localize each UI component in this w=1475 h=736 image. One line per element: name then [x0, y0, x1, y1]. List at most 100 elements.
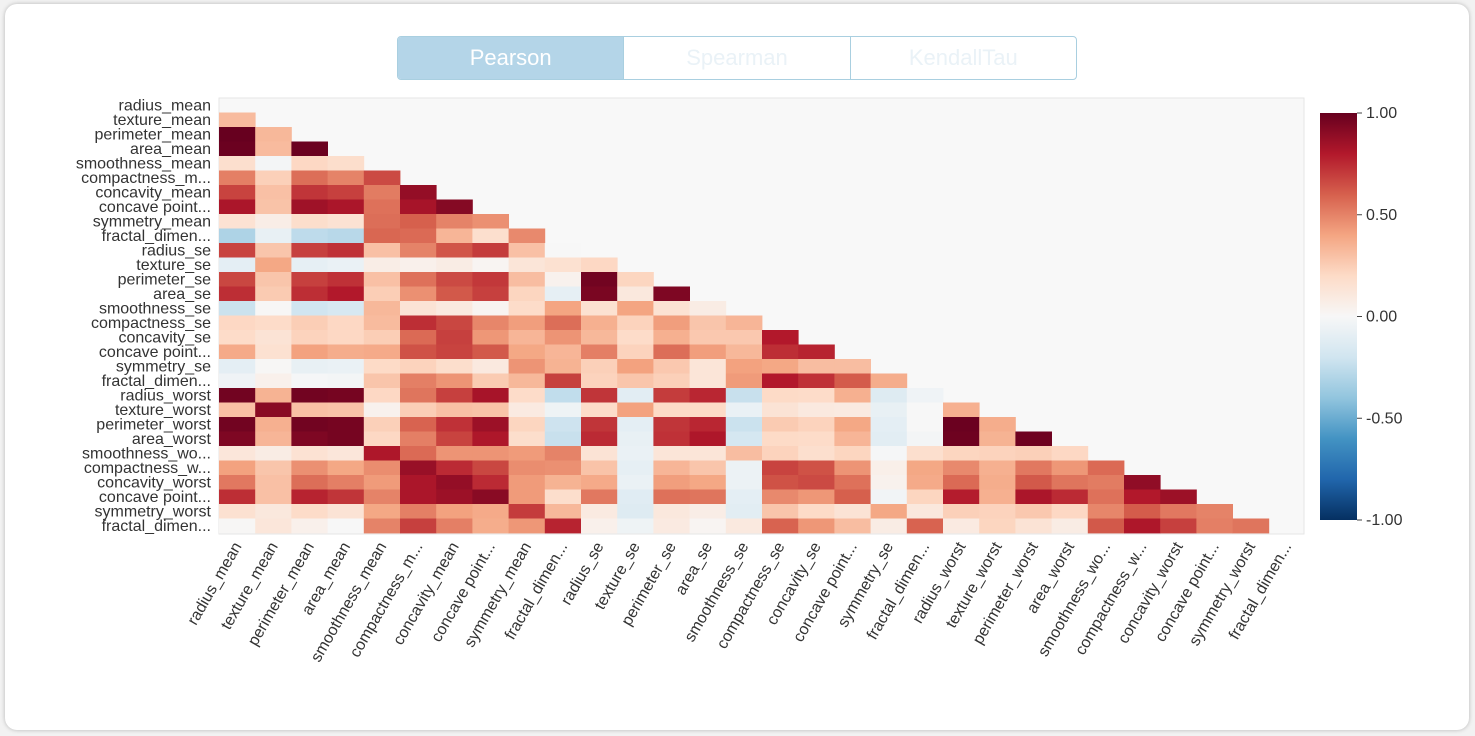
heatmap-cell[interactable]: [617, 359, 654, 374]
heatmap-cell[interactable]: [400, 301, 437, 316]
heatmap-cell[interactable]: [472, 417, 509, 432]
heatmap-cell[interactable]: [689, 402, 727, 418]
heatmap-cell[interactable]: [291, 460, 328, 476]
heatmap-cell[interactable]: [725, 475, 763, 490]
heatmap-cell[interactable]: [1051, 446, 1089, 461]
heatmap-cell[interactable]: [834, 489, 871, 505]
heatmap-cell[interactable]: [400, 199, 437, 215]
heatmap-cell[interactable]: [291, 170, 328, 186]
heatmap-cell[interactable]: [291, 257, 328, 273]
heatmap-cell[interactable]: [1160, 504, 1197, 519]
heatmap-cell[interactable]: [400, 344, 437, 360]
heatmap-cell[interactable]: [1051, 460, 1089, 476]
heatmap-cell[interactable]: [1124, 518, 1161, 534]
heatmap-cell[interactable]: [834, 460, 871, 476]
heatmap-cell[interactable]: [291, 431, 328, 447]
heatmap-cell[interactable]: [508, 330, 546, 345]
heatmap-cell[interactable]: [363, 301, 401, 316]
heatmap-cell[interactable]: [219, 417, 256, 432]
heatmap-cell[interactable]: [617, 373, 654, 389]
heatmap-cell[interactable]: [363, 170, 401, 186]
heatmap-cell[interactable]: [436, 199, 473, 215]
heatmap-cell[interactable]: [979, 417, 1016, 432]
heatmap-cell[interactable]: [798, 475, 835, 490]
heatmap-cell[interactable]: [327, 402, 365, 418]
heatmap-cell[interactable]: [327, 214, 365, 229]
heatmap-cell[interactable]: [255, 141, 292, 157]
heatmap-cell[interactable]: [400, 315, 437, 331]
heatmap-cell[interactable]: [291, 272, 328, 287]
heatmap-cell[interactable]: [798, 446, 835, 461]
heatmap-cell[interactable]: [581, 475, 618, 490]
heatmap-cell[interactable]: [400, 504, 437, 519]
heatmap-cell[interactable]: [363, 199, 401, 215]
heatmap-cell[interactable]: [798, 489, 835, 505]
heatmap-cell[interactable]: [653, 330, 690, 345]
heatmap-cell[interactable]: [219, 359, 256, 374]
heatmap-cell[interactable]: [291, 504, 328, 519]
heatmap-cell[interactable]: [436, 301, 473, 316]
heatmap-cell[interactable]: [508, 388, 546, 403]
heatmap-cell[interactable]: [291, 228, 328, 244]
heatmap-cell[interactable]: [725, 359, 763, 374]
heatmap-cell[interactable]: [255, 156, 292, 171]
heatmap-cell[interactable]: [255, 417, 292, 432]
heatmap-cell[interactable]: [798, 388, 835, 403]
heatmap-cell[interactable]: [798, 431, 835, 447]
heatmap-cell[interactable]: [291, 489, 328, 505]
heatmap-cell[interactable]: [508, 301, 546, 316]
heatmap-cell[interactable]: [689, 388, 727, 403]
heatmap-cell[interactable]: [400, 359, 437, 374]
heatmap-cell[interactable]: [363, 344, 401, 360]
heatmap-cell[interactable]: [436, 431, 473, 447]
heatmap-cell[interactable]: [653, 446, 690, 461]
heatmap-cell[interactable]: [834, 518, 871, 534]
heatmap-cell[interactable]: [762, 373, 799, 389]
heatmap-cell[interactable]: [400, 431, 437, 447]
heatmap-cell[interactable]: [581, 431, 618, 447]
heatmap-cell[interactable]: [508, 431, 546, 447]
heatmap-cell[interactable]: [219, 489, 256, 505]
heatmap-cell[interactable]: [581, 489, 618, 505]
heatmap-cell[interactable]: [327, 185, 365, 200]
heatmap-cell[interactable]: [906, 489, 944, 505]
heatmap-cell[interactable]: [544, 504, 582, 519]
heatmap-cell[interactable]: [653, 417, 690, 432]
heatmap-cell[interactable]: [544, 518, 582, 534]
heatmap-cell[interactable]: [291, 388, 328, 403]
heatmap-cell[interactable]: [327, 504, 365, 519]
tab-spearman[interactable]: Spearman: [623, 37, 849, 79]
heatmap-cell[interactable]: [943, 475, 980, 490]
heatmap-cell[interactable]: [255, 243, 292, 258]
heatmap-cell[interactable]: [472, 446, 509, 461]
heatmap-cell[interactable]: [689, 504, 727, 519]
heatmap-cell[interactable]: [255, 518, 292, 534]
heatmap-cell[interactable]: [219, 504, 256, 519]
heatmap-cell[interactable]: [617, 460, 654, 476]
heatmap-cell[interactable]: [400, 286, 437, 302]
heatmap-cell[interactable]: [219, 112, 256, 128]
heatmap-cell[interactable]: [255, 272, 292, 287]
heatmap-cell[interactable]: [219, 272, 256, 287]
heatmap-cell[interactable]: [400, 373, 437, 389]
heatmap-cell[interactable]: [943, 417, 980, 432]
heatmap-cell[interactable]: [219, 344, 256, 360]
heatmap-cell[interactable]: [400, 417, 437, 432]
heatmap-cell[interactable]: [834, 475, 871, 490]
heatmap-cell[interactable]: [472, 315, 509, 331]
heatmap-cell[interactable]: [870, 402, 908, 418]
heatmap-cell[interactable]: [472, 388, 509, 403]
heatmap-cell[interactable]: [943, 402, 980, 418]
heatmap-cell[interactable]: [436, 460, 473, 476]
heatmap-cell[interactable]: [400, 228, 437, 244]
heatmap-cell[interactable]: [798, 417, 835, 432]
heatmap-cell[interactable]: [472, 272, 509, 287]
heatmap-cell[interactable]: [363, 286, 401, 302]
heatmap-cell[interactable]: [906, 446, 944, 461]
heatmap-cell[interactable]: [906, 475, 944, 490]
heatmap-cell[interactable]: [1051, 489, 1089, 505]
heatmap-cell[interactable]: [219, 214, 256, 229]
heatmap-cell[interactable]: [870, 504, 908, 519]
heatmap-cell[interactable]: [725, 446, 763, 461]
heatmap-cell[interactable]: [327, 257, 365, 273]
